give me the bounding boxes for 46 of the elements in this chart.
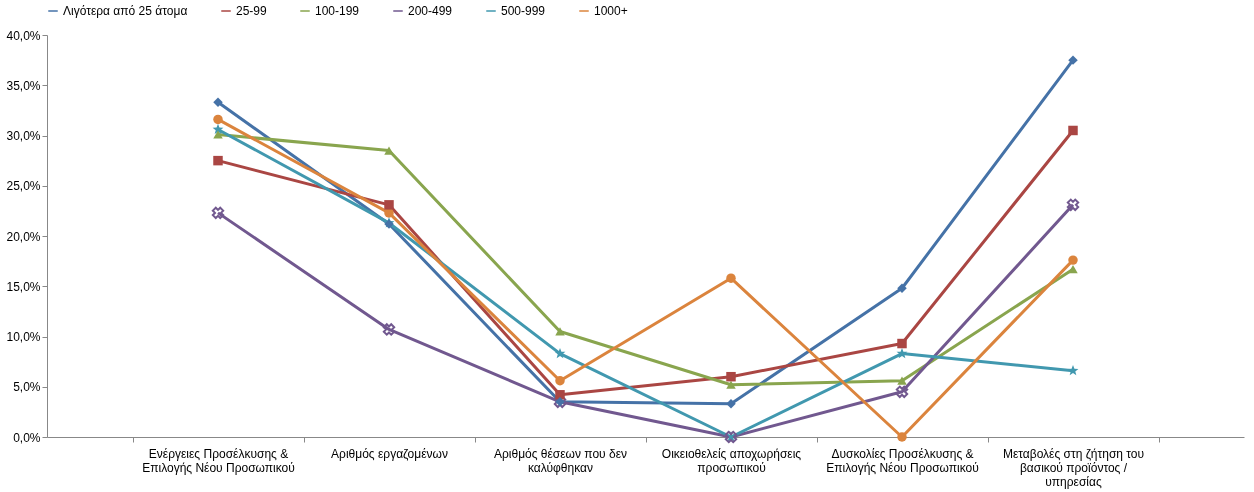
point <box>1068 125 1078 136</box>
legend-label: 100-199 <box>315 4 360 18</box>
point <box>1068 255 1078 265</box>
point <box>897 376 907 385</box>
point <box>555 375 565 386</box>
y-tick-label: 25,0% <box>6 179 41 194</box>
point <box>555 327 565 336</box>
x-tick-label: Ενέργειες Προσέλκυσης & Επιλογής Νέου Προσωπικού <box>142 446 295 475</box>
point <box>211 206 225 220</box>
point <box>896 347 908 359</box>
y-tick-label: 35,0% <box>6 78 41 93</box>
y-tick-label: 40,0% <box>6 28 41 43</box>
point <box>1066 198 1080 212</box>
y-tick-label: 10,0% <box>6 330 41 344</box>
point <box>213 130 223 139</box>
point <box>382 323 396 336</box>
legend-label: Λιγότερα από 25 άτομα <box>63 4 188 18</box>
point <box>895 385 909 398</box>
legend-label: 200-499 <box>408 4 453 18</box>
point <box>726 371 736 382</box>
point <box>213 97 223 108</box>
x-tick-label: Μεταβολές στη ζήτηση του βασικού προϊόντος / υπηρεσίας <box>1002 446 1145 489</box>
y-tick-label: 30,0% <box>6 129 41 143</box>
point <box>897 338 907 349</box>
legend-label: 500-999 <box>501 4 546 18</box>
point <box>726 273 736 283</box>
x-tick-label: Αριθμός εργαζομένων <box>331 446 448 461</box>
y-tick-label: 0,0% <box>13 430 41 445</box>
point <box>897 432 907 442</box>
point <box>1068 265 1078 274</box>
point <box>726 380 736 389</box>
x-tick-label: Αριθμός θέσεων που δεν καλύφθηκαν <box>493 446 628 475</box>
point <box>1067 364 1079 376</box>
x-tick-label: Οικειοθελείς αποχωρήσεις προσωπικού <box>661 446 802 475</box>
y-tick-label: 15,0% <box>6 279 41 294</box>
point <box>213 114 223 125</box>
y-tick-label: 5,0% <box>13 380 41 395</box>
point <box>384 200 394 210</box>
point <box>384 146 394 155</box>
point <box>555 390 565 400</box>
y-tick-label: 20,0% <box>6 229 41 244</box>
point <box>213 155 223 166</box>
x-tick-label: Δυσκολίες Προσέλκυσης & Επιλογής Νέου Προσωπικού <box>826 446 979 475</box>
legend-label: 1000+ <box>594 4 628 18</box>
point <box>554 347 566 359</box>
legend-label: 25-99 <box>236 4 268 18</box>
